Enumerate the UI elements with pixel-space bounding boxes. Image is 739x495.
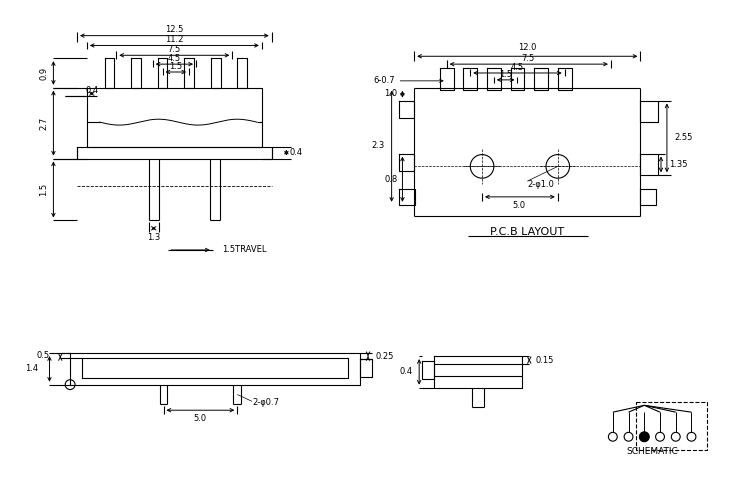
Text: 12.5: 12.5 [165, 25, 183, 34]
Text: 4.5: 4.5 [511, 62, 524, 72]
Text: 0.4: 0.4 [399, 367, 412, 376]
Text: 0.8: 0.8 [384, 175, 398, 184]
Text: 0.25: 0.25 [376, 351, 395, 361]
Text: 2.3: 2.3 [372, 141, 385, 150]
Text: 1.3: 1.3 [147, 233, 160, 242]
Text: 7.5: 7.5 [522, 54, 535, 63]
Text: SCHEMATIC: SCHEMATIC [626, 447, 678, 456]
Text: 1.5: 1.5 [168, 61, 182, 71]
Text: 12.0: 12.0 [518, 43, 537, 52]
Text: 1.35: 1.35 [669, 160, 687, 169]
Text: 1.5: 1.5 [39, 183, 48, 196]
Text: 2-φ0.7: 2-φ0.7 [252, 398, 279, 407]
Text: 2-φ1.0: 2-φ1.0 [528, 180, 554, 189]
Text: 11.2: 11.2 [165, 35, 183, 44]
Text: 4.5: 4.5 [168, 54, 181, 63]
Text: 1.4: 1.4 [26, 364, 38, 373]
Text: 0.15: 0.15 [535, 355, 554, 365]
Text: 1.0: 1.0 [384, 89, 398, 98]
Text: P.C.B LAYOUT: P.C.B LAYOUT [490, 227, 565, 237]
Text: 5.0: 5.0 [513, 201, 526, 210]
Text: 2.55: 2.55 [675, 133, 693, 143]
Text: 5.0: 5.0 [194, 414, 206, 423]
Text: 0.4: 0.4 [85, 86, 98, 95]
Text: 1.5TRAVEL: 1.5TRAVEL [222, 246, 267, 254]
Text: 0.9: 0.9 [39, 66, 48, 80]
Text: 7.5: 7.5 [168, 45, 181, 54]
Circle shape [639, 432, 649, 442]
Text: 2.7: 2.7 [39, 116, 48, 130]
Text: 6-0.7: 6-0.7 [373, 76, 395, 85]
Text: 0.5: 0.5 [36, 350, 50, 360]
Text: 1.5: 1.5 [499, 70, 512, 80]
Text: 0.4: 0.4 [290, 148, 303, 157]
